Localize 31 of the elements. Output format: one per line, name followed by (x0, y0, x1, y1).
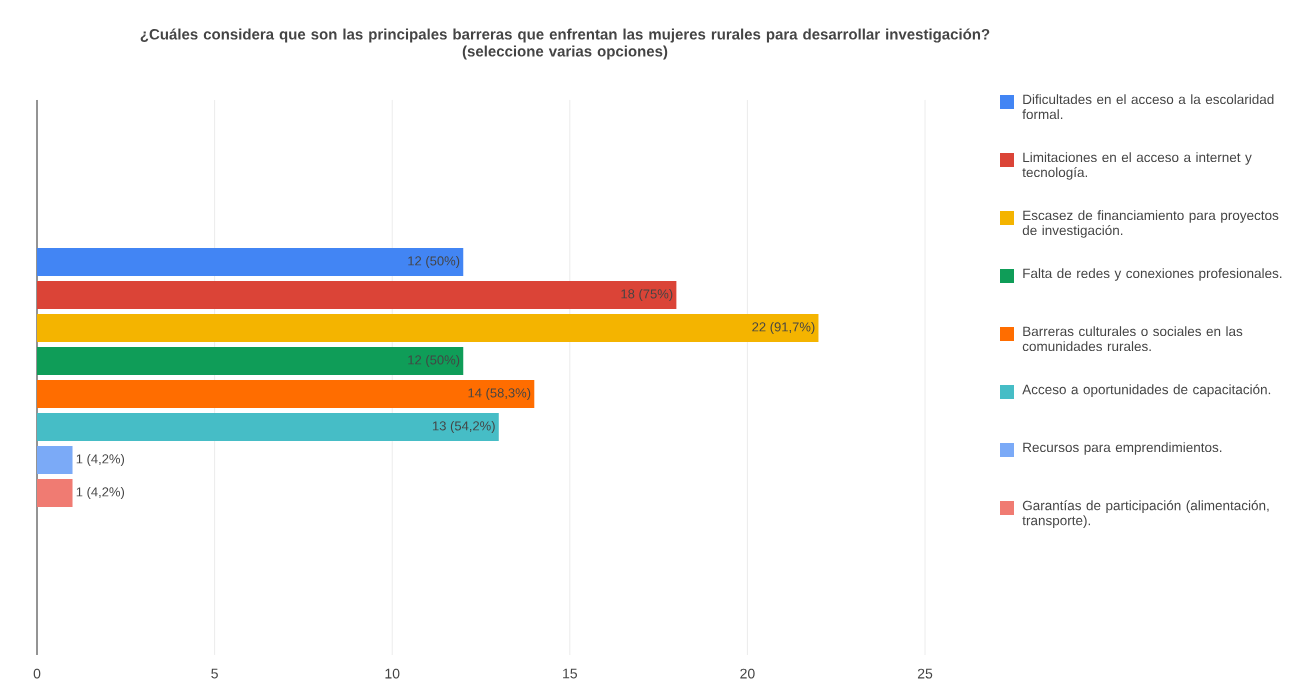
legend-label: Barreras culturales o sociales en las comunidades rurales. (1022, 326, 1243, 352)
legend-label: Falta de redes y conexiones profesionales. (1023, 268, 1282, 281)
legend-label: Recursos para emprendimientos. (1023, 442, 1222, 455)
x-tick-label: 0 (33, 668, 41, 679)
legend-label: Acceso a oportunidades de capacitación. (1022, 384, 1271, 397)
bar (37, 445, 73, 474)
data-label: 22 (91,7%) (752, 321, 815, 335)
x-tick-label: 5 (211, 668, 218, 679)
data-label: 14 (58,3%) (468, 387, 531, 401)
bar (37, 247, 464, 276)
bar (37, 412, 499, 441)
data-label: 13 (54,2%) (432, 420, 495, 434)
x-tick-label: 10 (385, 668, 400, 679)
bar (37, 379, 535, 408)
legend-label: Escasez de financiamiento para proyectos de investigación. (1022, 210, 1279, 238)
data-label: 18 (75%) (621, 288, 673, 302)
data-label: 1 (4,2%) (76, 453, 125, 467)
data-label: 12 (50%) (408, 255, 460, 269)
x-tick-label: 20 (740, 668, 755, 679)
bar (37, 280, 677, 309)
legend-label: Garantías de participación (alimentación, transporte). (1022, 500, 1269, 528)
legend-label: Dificultades en el acceso a la escolaridad formal. (1022, 94, 1274, 120)
x-tick-label: 15 (563, 668, 578, 679)
bar (37, 479, 73, 507)
data-label: 1 (4,2%) (76, 486, 125, 500)
x-tick-label: 25 (917, 668, 933, 679)
legend-label: Limitaciones en el acceso a internet y tecnología. (1022, 152, 1252, 180)
data-label: 12 (50%) (408, 354, 460, 368)
bar (37, 313, 819, 342)
chart-title: ¿Cuáles considera que son las principales barreras que enfrentan las mujeres rurales para desarrollar investigación? (seleccione varias opciones) (140, 28, 990, 60)
bar (37, 346, 464, 375)
